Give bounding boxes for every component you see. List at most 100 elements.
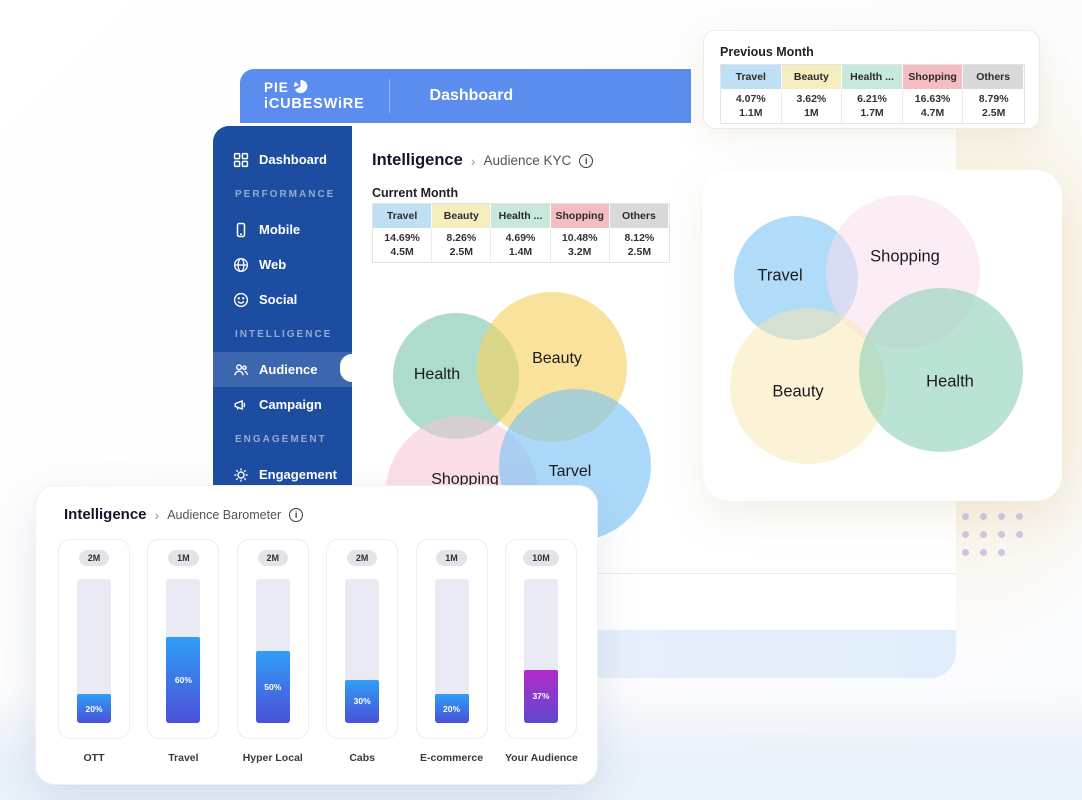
capacity-badge: 2M	[78, 550, 110, 566]
mobile-icon	[236, 222, 246, 237]
gauge-percent: 60%	[174, 674, 192, 685]
gauge-label: Your Audience	[504, 752, 578, 764]
venn-label-tarvel: Tarvel	[548, 463, 592, 480]
breadcrumb: Intelligence › Audience Barometer i	[64, 506, 304, 523]
table-header-health: Health ...	[491, 204, 551, 228]
gauge-label: Cabs	[349, 752, 376, 764]
sidebar-item-dashboard[interactable]: Dashboard	[213, 142, 352, 177]
sidebar-item-web[interactable]: Web	[213, 247, 352, 282]
table-cell: 14.69% 4.5M	[373, 228, 433, 262]
gauge-ecommerce: 1M 20% E-commerce	[415, 539, 488, 764]
sidebar-item-engagement[interactable]: Engagement	[213, 457, 352, 492]
table-cell: 10.48% 3.2M	[551, 228, 610, 262]
table-cell: 16.63% 4.7M	[903, 89, 964, 123]
brand-logo-bottom-text: iCUBESWiRE	[264, 96, 365, 113]
gear-icon	[234, 467, 248, 482]
section-divider	[352, 573, 956, 574]
chevron-right-icon: ›	[470, 153, 476, 169]
table-header-others: Others	[963, 65, 1024, 89]
grid-icon	[233, 152, 249, 167]
capacity-badge: 1M	[168, 550, 199, 566]
table-header-travel: Travel	[721, 65, 782, 89]
breadcrumb-page: Audience KYC	[483, 153, 572, 168]
smiley-icon	[233, 292, 249, 307]
table-cell: 8.79% 2.5M	[978, 93, 1009, 119]
audience-barometer-card: Intelligence › Audience Barometer i 2M 2…	[35, 485, 598, 785]
gauge-percent: 37%	[532, 691, 550, 702]
table-header-shopping: Shopping	[902, 65, 964, 89]
gauge-track: 20%	[77, 579, 111, 723]
gauge-ott: 2M 20% OTT	[58, 539, 130, 764]
app-header: PIE iCUBESWiRE Dashboard	[240, 69, 691, 123]
previous-month-card: Previous Month Travel Beauty Health ... …	[703, 30, 1040, 129]
table-header-health: Health ...	[842, 65, 903, 89]
capacity-badge: 2M	[346, 550, 378, 566]
gauge-your-audience: 10M 37% Your Audience	[504, 539, 578, 764]
sidebar-section-engagement: ENGAGEMENT	[235, 434, 327, 445]
table-cell: 8.26% 2.5M	[432, 228, 492, 262]
venn-label-shopping: Shopping	[431, 471, 499, 488]
gauge-row: 2M 20% OTT 1M 60%	[36, 539, 599, 764]
capacity-badge: 1M	[436, 550, 467, 566]
sidebar-item-mobile[interactable]: Mobile	[213, 212, 352, 247]
sidebar-item-label: Mobile	[259, 222, 301, 237]
gauge-track: 37%	[523, 579, 558, 723]
venn-label-travel: Travel	[757, 266, 803, 285]
breadcrumb-section[interactable]: Intelligence	[372, 151, 463, 169]
previous-month-label: Previous Month	[720, 45, 814, 59]
brand-logo[interactable]: PIE iCUBESWiRE	[240, 79, 365, 112]
venn-circle-health	[859, 288, 1023, 452]
sidebar-item-label: Audience	[259, 362, 318, 377]
sidebar-item-label: Web	[259, 257, 287, 272]
breadcrumb-section[interactable]: Intelligence	[64, 506, 147, 523]
active-item-notch	[340, 354, 352, 382]
brand-logo-top-text: PIE	[264, 80, 289, 96]
sidebar-section-performance: PERFORMANCE	[235, 189, 336, 200]
table-header-others: Others	[609, 204, 669, 228]
table-cell: 3.62% 1M	[782, 89, 843, 123]
gauge-cabs: 2M 30% Cabs	[326, 539, 399, 764]
venn-label-health: Health	[413, 366, 461, 383]
breadcrumb: Intelligence › Audience KYC i	[372, 151, 594, 170]
info-icon[interactable]: i	[289, 507, 304, 522]
gauge-fill: 30%	[345, 679, 380, 723]
gauge-label: Hyper Local	[242, 752, 303, 764]
table-cell: 6.21% 1.7M	[842, 89, 903, 123]
sidebar-item-label: Social	[259, 292, 298, 307]
table-header-beauty: Beauty	[432, 204, 492, 228]
gauge-label: Travel	[168, 752, 199, 764]
venn-label-beauty: Beauty	[772, 382, 824, 401]
sidebar-item-audience[interactable]: Audience	[213, 352, 352, 387]
capacity-badge: 2M	[257, 550, 289, 566]
gauge-fill: 60%	[166, 636, 201, 723]
page-title: Dashboard	[429, 87, 514, 104]
table-cell: 4.07% 1.1M	[721, 89, 782, 123]
gauge-fill: 20%	[434, 694, 469, 723]
venn-label-beauty: Beauty	[532, 350, 582, 367]
gauge-percent: 20%	[85, 703, 103, 714]
table-header-shopping: Shopping	[550, 204, 610, 228]
gauge-fill: 50%	[255, 651, 290, 723]
sidebar-item-campaign[interactable]: Campaign	[213, 387, 352, 422]
breadcrumb-page: Audience Barometer	[167, 507, 282, 522]
gauge-hyper-local: 2M 50% Hyper Local	[236, 539, 309, 764]
header-divider	[388, 79, 390, 113]
gauge-fill: 37%	[523, 669, 558, 723]
sidebar-item-label: Dashboard	[259, 152, 327, 167]
globe-icon	[233, 257, 249, 272]
gauge-percent: 30%	[353, 696, 371, 707]
gauge-label: OTT	[83, 752, 105, 764]
sidebar-item-social[interactable]: Social	[213, 282, 352, 317]
previous-month-table: Travel Beauty Health ... Shopping Others…	[720, 64, 1025, 124]
current-month-table: Travel Beauty Health ... Shopping Others…	[372, 203, 670, 263]
chevron-right-icon: ›	[154, 507, 160, 523]
info-icon[interactable]: i	[579, 153, 594, 168]
capacity-badge: 10M	[523, 550, 559, 566]
gauge-track: 30%	[345, 579, 380, 723]
venn-label-shopping: Shopping	[870, 247, 940, 266]
gauge-percent: 50%	[264, 682, 282, 692]
gauge-label: E-commerce	[420, 752, 484, 764]
gauge-track: 50%	[255, 579, 290, 723]
gauge-track: 60%	[166, 579, 201, 723]
